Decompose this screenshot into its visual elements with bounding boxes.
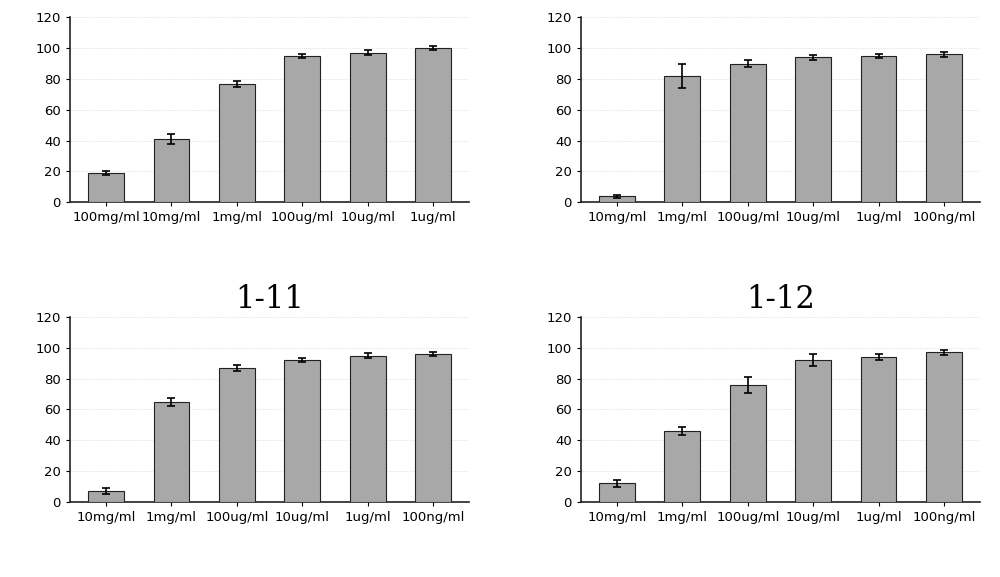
Bar: [284, 56, 320, 203]
Bar: [926, 353, 962, 502]
Bar: [219, 84, 255, 203]
Bar: [350, 53, 386, 203]
Text: 1‑12: 1‑12: [746, 284, 815, 314]
Bar: [795, 360, 831, 502]
Bar: [415, 48, 451, 203]
Bar: [926, 54, 962, 203]
Bar: [415, 354, 451, 502]
Bar: [664, 76, 700, 203]
Bar: [730, 385, 766, 502]
Bar: [861, 56, 896, 203]
Bar: [599, 196, 635, 203]
Bar: [154, 402, 189, 502]
Bar: [88, 173, 124, 203]
Bar: [664, 431, 700, 502]
Bar: [599, 484, 635, 502]
Bar: [730, 63, 766, 203]
Bar: [795, 57, 831, 203]
Bar: [350, 355, 386, 502]
Bar: [88, 491, 124, 502]
Bar: [154, 139, 189, 203]
Bar: [284, 360, 320, 502]
Bar: [219, 368, 255, 502]
Text: 1‑11: 1‑11: [235, 284, 304, 314]
Bar: [861, 357, 896, 502]
